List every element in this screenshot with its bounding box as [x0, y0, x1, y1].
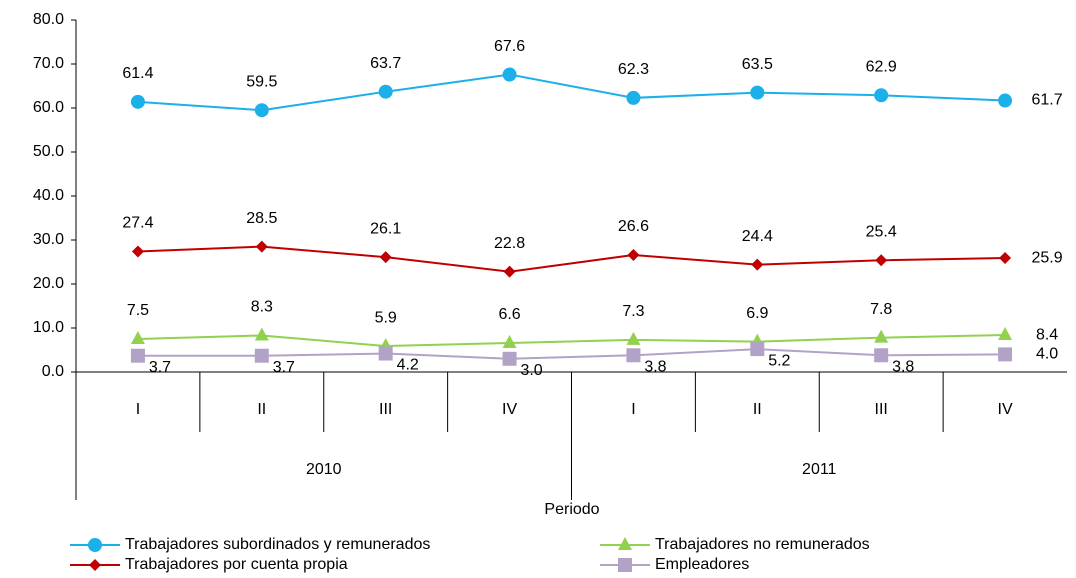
data-label: 8.4: [1036, 326, 1058, 343]
series-line: [137, 73, 1006, 112]
x-tick-label: I: [136, 401, 140, 418]
point: [626, 331, 641, 345]
point: [618, 537, 632, 550]
data-label: 62.9: [866, 58, 897, 75]
series-line: [137, 348, 1006, 360]
data-label: 6.9: [746, 305, 768, 322]
data-label: 26.6: [618, 218, 649, 235]
x-tick-label: I: [631, 401, 635, 418]
point: [502, 334, 517, 348]
y-tick-label: 10.0: [33, 319, 64, 336]
point: [998, 327, 1013, 341]
point: [255, 240, 268, 253]
point: [626, 90, 641, 105]
y-tick-label: 20.0: [33, 275, 64, 292]
x-axis-title: Periodo: [544, 501, 599, 518]
point: [875, 254, 888, 267]
point: [874, 88, 889, 103]
point: [378, 84, 393, 99]
point: [750, 342, 765, 357]
data-label: 3.0: [520, 362, 542, 379]
data-label: 63.5: [742, 56, 773, 73]
point: [502, 67, 517, 82]
point: [503, 265, 516, 278]
data-label: 59.5: [246, 73, 277, 90]
data-label: 3.8: [644, 358, 666, 375]
point: [88, 538, 102, 552]
y-tick-label: 40.0: [33, 187, 64, 204]
point: [130, 348, 145, 363]
data-label: 3.7: [149, 359, 171, 376]
legend-label: Trabajadores subordinados y remunerados: [125, 536, 430, 553]
data-label: 63.7: [370, 55, 401, 72]
data-label: 25.4: [866, 223, 897, 240]
point: [254, 327, 269, 341]
y-tick-label: 30.0: [33, 231, 64, 248]
point: [131, 245, 144, 258]
data-label: 7.8: [870, 301, 892, 318]
point: [874, 348, 889, 363]
data-label: 28.5: [246, 210, 277, 227]
point: [751, 258, 764, 271]
point: [254, 103, 269, 118]
group-label: 2011: [802, 461, 837, 478]
x-tick-label: IV: [502, 401, 517, 418]
point: [999, 252, 1012, 265]
point: [502, 351, 517, 366]
legend-label: Trabajadores por cuenta propia: [125, 556, 348, 573]
series-line: [137, 334, 1006, 348]
data-label: 24.4: [742, 228, 773, 245]
data-label: 3.7: [273, 359, 295, 376]
legend-label: Trabajadores no remunerados: [655, 536, 870, 553]
point: [89, 559, 101, 571]
data-label: 4.2: [397, 357, 419, 374]
data-label: 27.4: [122, 215, 153, 232]
y-tick-label: 0.0: [42, 363, 64, 380]
data-label: 61.4: [122, 65, 153, 82]
data-label: 6.6: [498, 306, 520, 323]
y-tick-label: 50.0: [33, 143, 64, 160]
point: [254, 348, 269, 363]
y-tick-label: 70.0: [33, 55, 64, 72]
x-tick-label: II: [753, 401, 762, 418]
data-label: 3.8: [892, 358, 914, 375]
data-label: 4.0: [1036, 346, 1058, 363]
legend-label: Empleadores: [655, 556, 749, 573]
series-line: [137, 245, 1006, 273]
group-label: 2010: [306, 461, 342, 478]
data-label: 62.3: [618, 61, 649, 78]
y-tick-label: 60.0: [33, 99, 64, 116]
y-tick-label: 80.0: [33, 11, 64, 28]
data-label: 7.5: [127, 302, 149, 319]
point: [618, 558, 632, 572]
data-label: 5.2: [768, 352, 790, 369]
data-label: 22.8: [494, 235, 525, 252]
data-label: 26.1: [370, 220, 401, 237]
data-label: 8.3: [251, 299, 273, 316]
point: [998, 347, 1013, 362]
point: [379, 251, 392, 264]
data-label: 67.6: [494, 38, 525, 55]
point: [874, 329, 889, 343]
data-label: 7.3: [622, 303, 644, 320]
point: [130, 331, 145, 344]
data-label: 61.7: [1031, 92, 1062, 109]
x-tick-label: III: [379, 401, 392, 418]
data-label: 5.9: [375, 309, 397, 326]
point: [626, 348, 641, 363]
point: [750, 85, 765, 100]
point: [998, 93, 1013, 108]
point: [378, 346, 393, 361]
x-tick-label: III: [875, 401, 888, 418]
point: [627, 248, 640, 261]
data-label: 25.9: [1031, 249, 1062, 266]
x-tick-label: IV: [998, 401, 1013, 418]
point: [130, 94, 145, 109]
x-tick-label: II: [257, 401, 266, 418]
